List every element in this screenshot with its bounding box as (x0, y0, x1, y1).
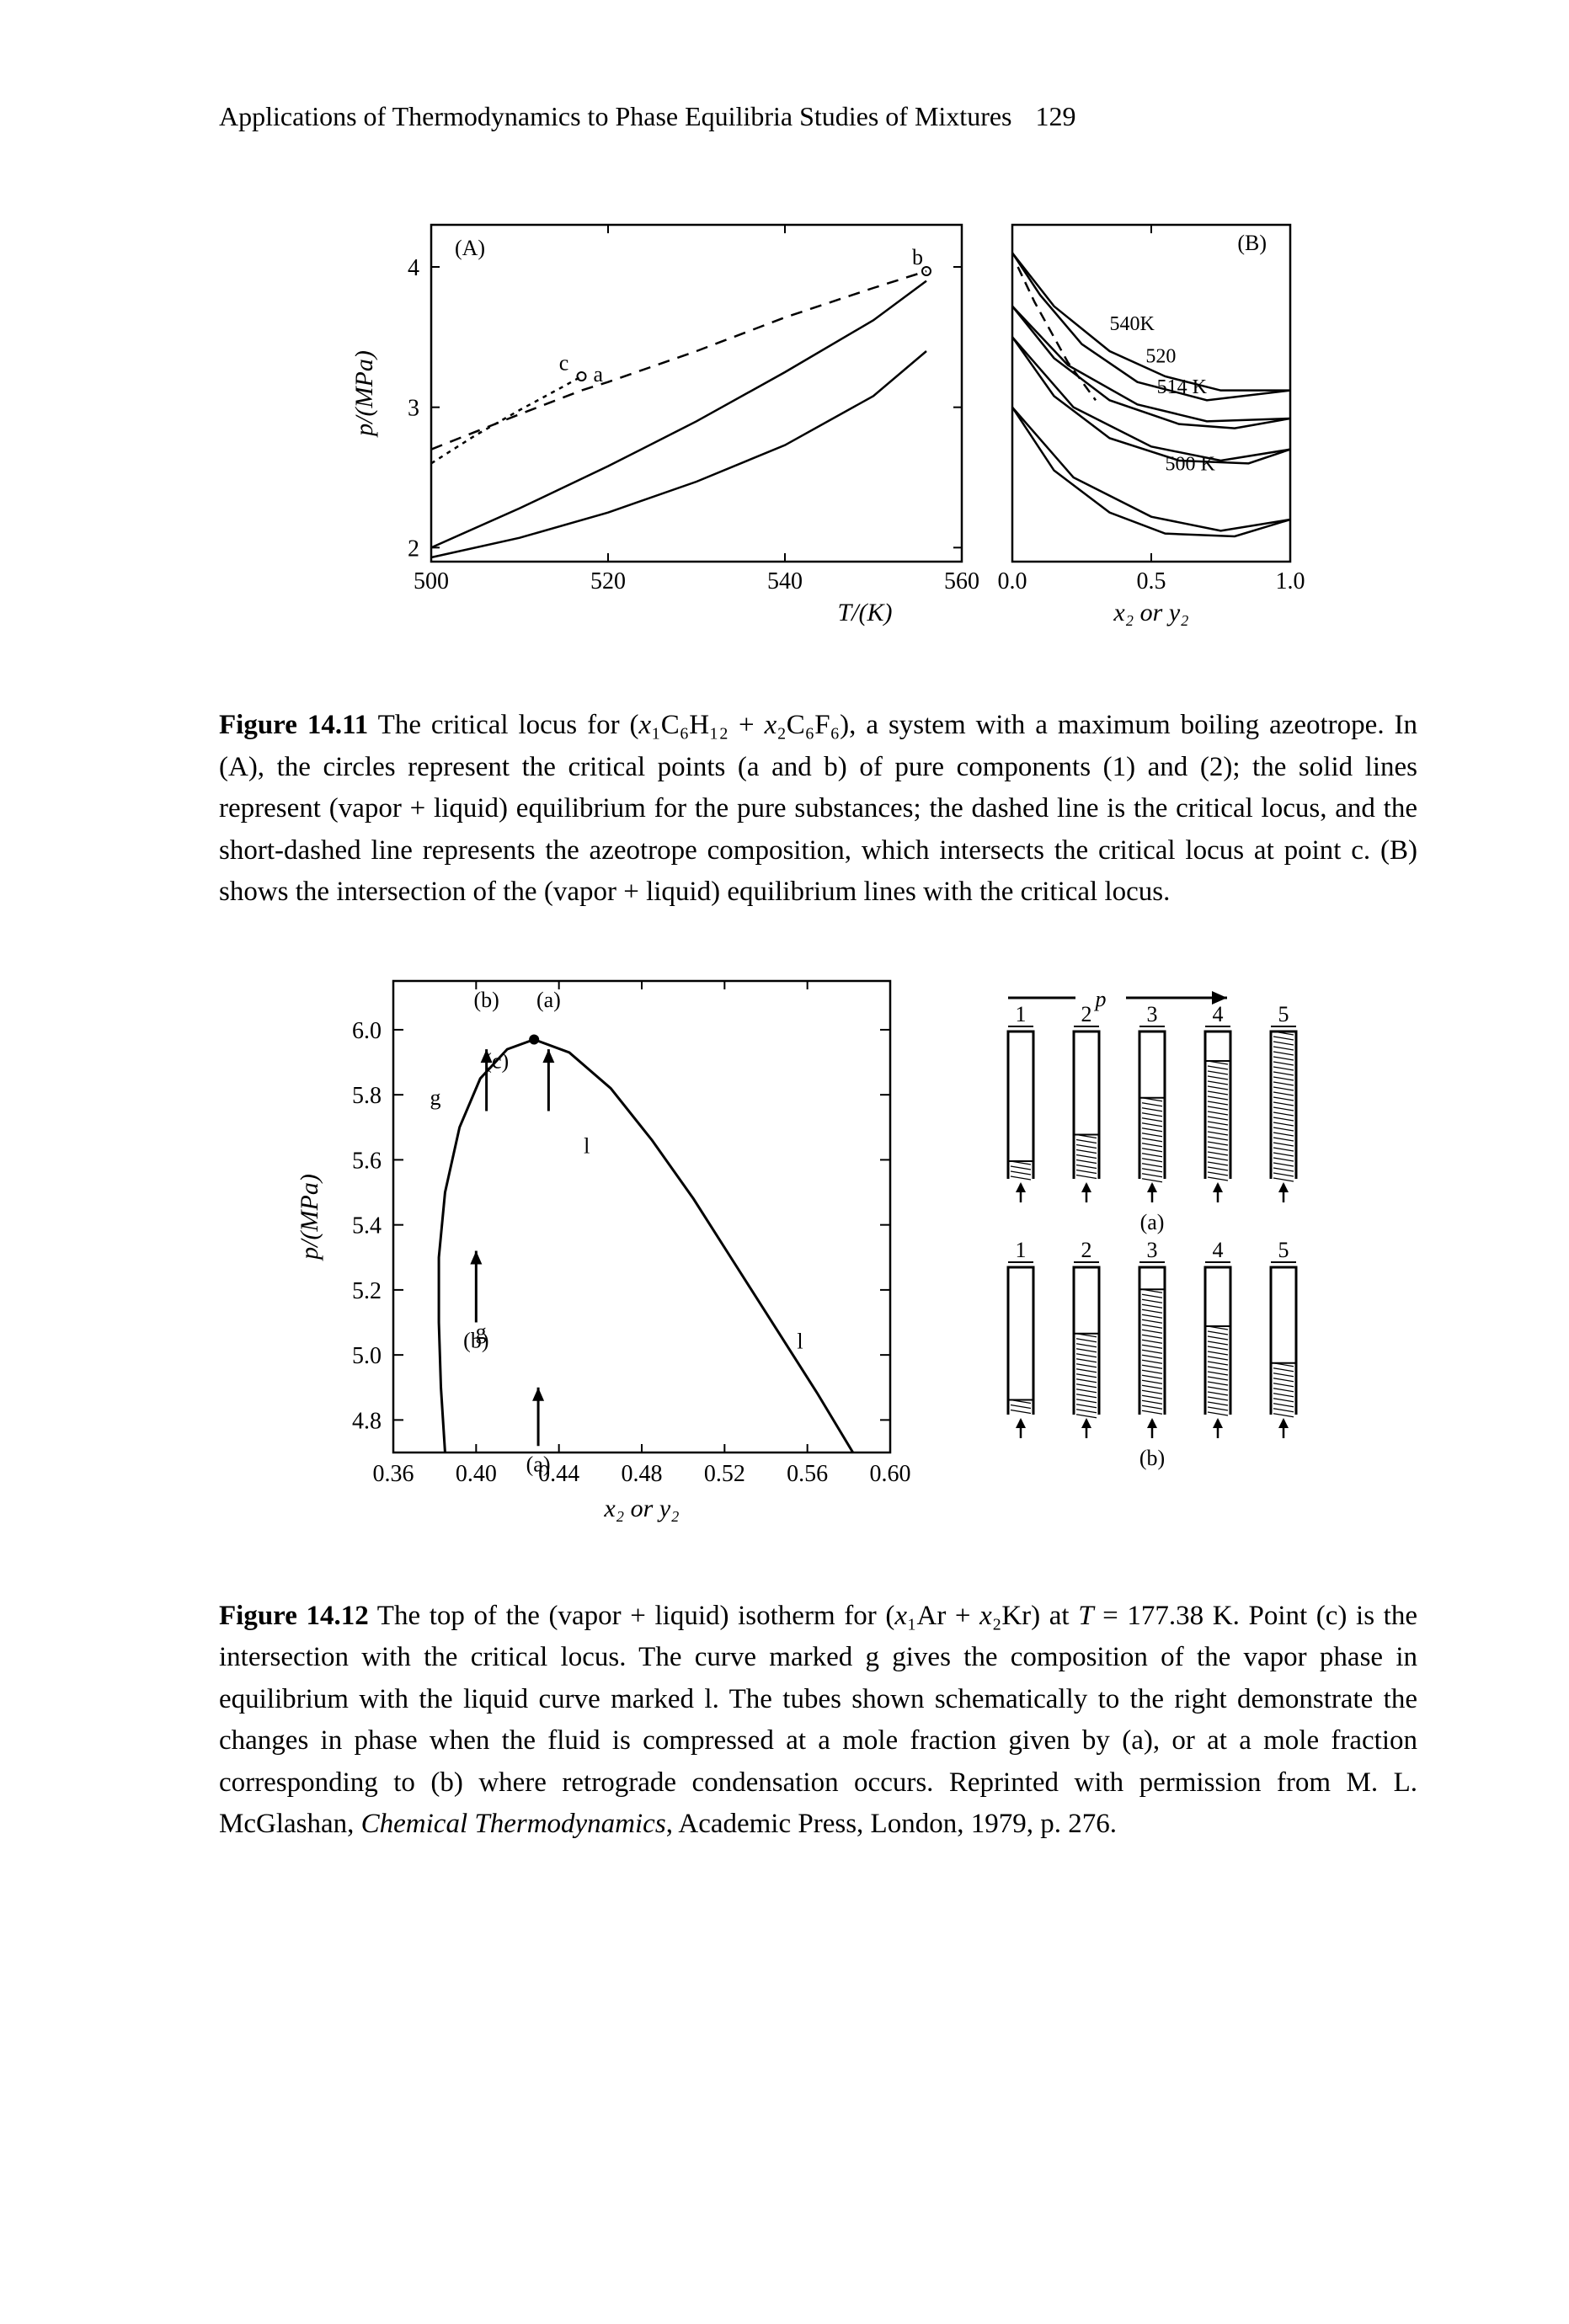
svg-text:4: 4 (1212, 1238, 1223, 1262)
caption-text: The critical locus for (x₁C₆H₁₂ + x₂C₆F₆… (219, 710, 1417, 907)
svg-text:0.0: 0.0 (997, 568, 1027, 594)
page-number: 129 (1036, 101, 1076, 131)
svg-text:0.60: 0.60 (869, 1461, 910, 1487)
svg-text:3: 3 (1146, 1002, 1157, 1026)
svg-text:2: 2 (408, 536, 419, 562)
svg-text:(a): (a) (526, 1452, 550, 1476)
svg-text:520: 520 (1145, 345, 1176, 367)
svg-text:3: 3 (408, 396, 419, 422)
svg-text:a: a (593, 362, 603, 386)
svg-text:1.0: 1.0 (1275, 568, 1305, 594)
svg-text:x₂ or y₂: x₂ or y₂ (603, 1495, 679, 1522)
svg-text:5: 5 (1278, 1002, 1289, 1026)
svg-text:(a): (a) (536, 987, 560, 1011)
svg-text:b: b (912, 245, 923, 269)
figure-14-12-caption: Figure 14.12 The top of the (vapor + liq… (219, 1596, 1417, 1846)
svg-text:5.6: 5.6 (352, 1148, 382, 1174)
svg-text:x₂ or y₂: x₂ or y₂ (1113, 599, 1188, 626)
running-head: Applications of Thermodynamics to Phase … (219, 101, 1417, 132)
svg-text:p: p (1093, 987, 1106, 1011)
figure-14-11: 500 520 540 560 2 3 4 T/(K) p/(MPa) a b c (A) 0.0 0.5 1… (219, 191, 1417, 914)
svg-text:(b): (b) (1139, 1446, 1164, 1470)
svg-text:5.4: 5.4 (352, 1213, 382, 1239)
svg-text:4: 4 (408, 255, 419, 281)
svg-text:5: 5 (1278, 1238, 1289, 1262)
svg-text:4: 4 (1212, 1002, 1223, 1026)
svg-text:1: 1 (1015, 1238, 1026, 1262)
svg-text:0.5: 0.5 (1136, 568, 1166, 594)
svg-text:6.0: 6.0 (352, 1017, 382, 1043)
svg-text:(A): (A) (455, 236, 485, 260)
svg-text:4.8: 4.8 (352, 1408, 382, 1434)
svg-text:(a): (a) (1139, 1210, 1164, 1234)
svg-text:0.52: 0.52 (703, 1461, 744, 1487)
svg-text:(b): (b) (473, 987, 499, 1011)
svg-text:514 K: 514 K (1156, 376, 1207, 398)
svg-text:2: 2 (1081, 1002, 1091, 1026)
svg-text:0.36: 0.36 (372, 1461, 414, 1487)
svg-text:540: 540 (767, 568, 803, 594)
svg-text:500 K: 500 K (1165, 454, 1215, 476)
svg-text:p/(MPa): p/(MPa) (350, 350, 378, 438)
svg-text:2: 2 (1081, 1238, 1091, 1262)
svg-text:p/(MPa): p/(MPa) (296, 1174, 323, 1261)
svg-text:0.48: 0.48 (621, 1461, 662, 1487)
svg-text:0.56: 0.56 (787, 1461, 828, 1487)
svg-text:c: c (558, 350, 568, 375)
svg-text:5.8: 5.8 (352, 1083, 382, 1109)
figure-14-11-svg: 500 520 540 560 2 3 4 T/(K) p/(MPa) a b c (A) 0.0 0.5 1… (313, 191, 1324, 663)
figure-14-12-svg: 0.360.400.440.480.520.560.604.85.05.25.4… (250, 947, 1387, 1554)
running-title: Applications of Thermodynamics to Phase … (219, 101, 1012, 131)
svg-text:l: l (797, 1329, 803, 1353)
svg-text:560: 560 (944, 568, 979, 594)
caption-label: Figure 14.12 (219, 1601, 369, 1631)
svg-text:0.40: 0.40 (455, 1461, 496, 1487)
svg-text:1: 1 (1015, 1002, 1026, 1026)
svg-text:540K: 540K (1109, 313, 1155, 335)
svg-text:520: 520 (590, 568, 626, 594)
svg-text:500: 500 (414, 568, 449, 594)
svg-text:(B): (B) (1237, 231, 1267, 255)
figure-14-11-caption: Figure 14.11 The critical locus for (x₁C… (219, 705, 1417, 914)
svg-text:T/(K): T/(K) (837, 599, 892, 626)
caption-label: Figure 14.11 (219, 710, 368, 740)
caption-text: The top of the (vapor + liquid) isotherm… (219, 1601, 1417, 1840)
figure-14-12: 0.360.400.440.480.520.560.604.85.05.25.4… (219, 947, 1417, 1846)
svg-text:g: g (430, 1085, 440, 1109)
svg-text:5.0: 5.0 (352, 1343, 382, 1369)
svg-text:(b): (b) (463, 1328, 488, 1352)
page: Applications of Thermodynamics to Phase … (0, 0, 1569, 1975)
svg-text:3: 3 (1146, 1238, 1157, 1262)
svg-text:5.2: 5.2 (352, 1277, 382, 1303)
svg-text:l: l (584, 1133, 590, 1158)
